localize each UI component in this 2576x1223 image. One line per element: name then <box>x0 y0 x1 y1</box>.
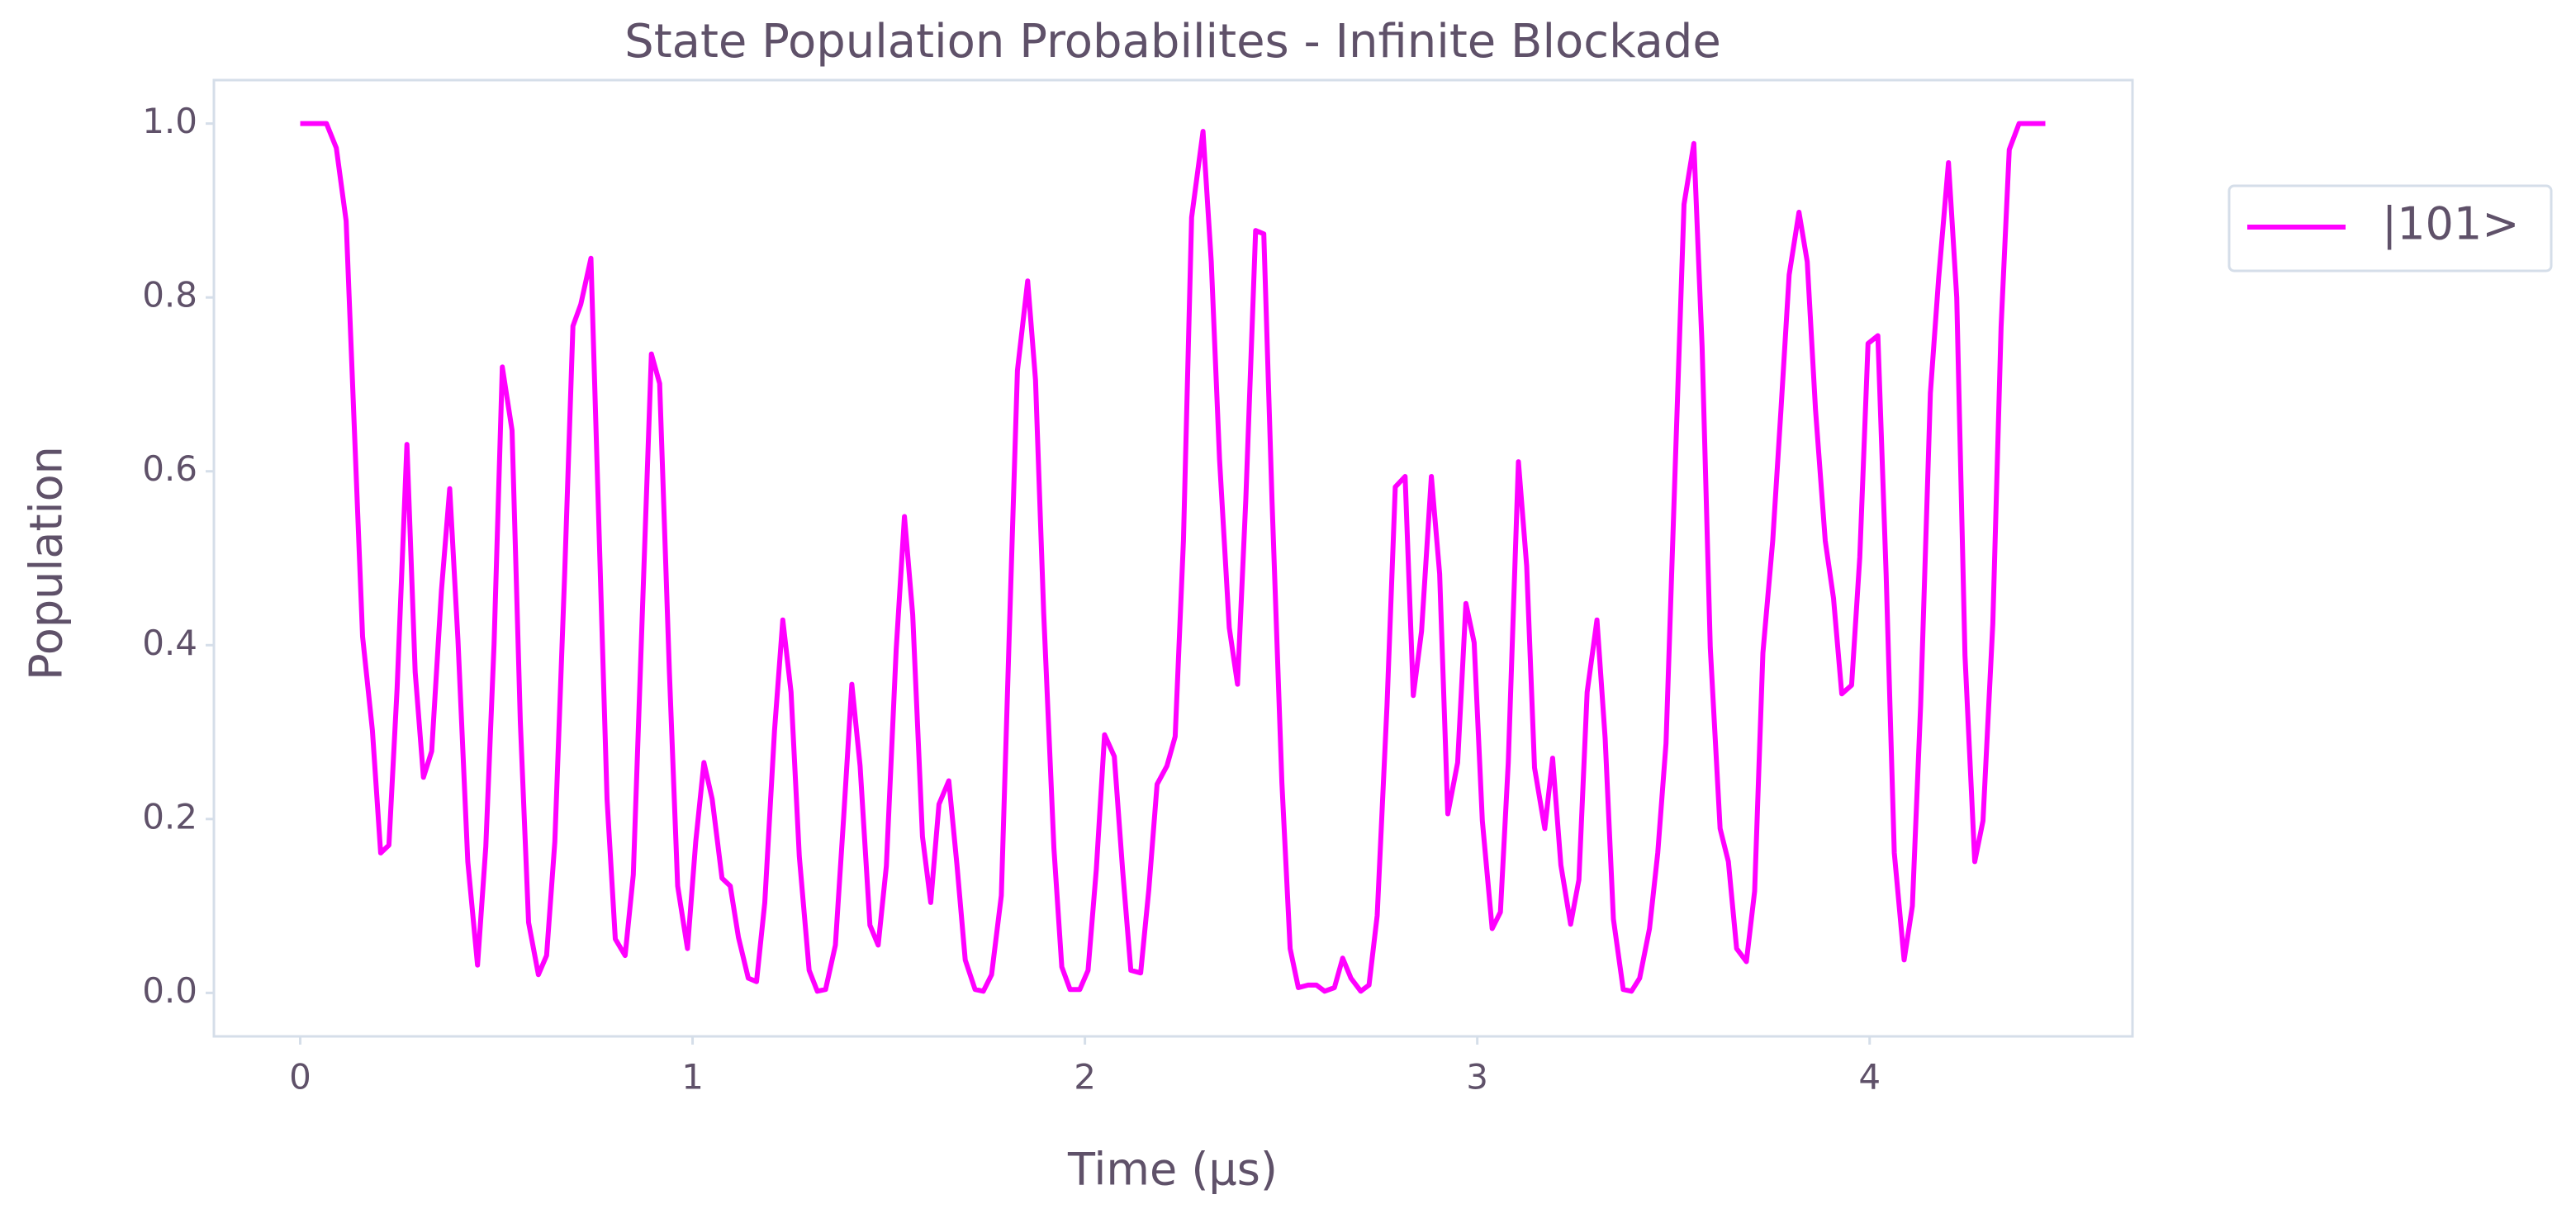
y-tick-label: 0.8 <box>142 275 197 315</box>
plot-frame <box>212 78 2134 1038</box>
y-tick-label: 0.4 <box>142 623 197 663</box>
chart-title: State Population Probabilites - Infinite… <box>624 15 1721 69</box>
x-axis-label: Time (μs) <box>1067 1144 1278 1196</box>
legend-box <box>2227 184 2553 273</box>
y-axis-label: Population <box>21 446 73 680</box>
legend-label: |101> <box>2382 198 2520 250</box>
x-tick-label: 0 <box>289 1057 311 1097</box>
y-tick-label: 1.0 <box>142 101 197 141</box>
y-tick-label: 0.0 <box>142 970 197 1011</box>
data-line <box>300 121 2046 994</box>
y-tick-label: 0.6 <box>142 448 197 489</box>
x-tick-label: 3 <box>1466 1057 1488 1097</box>
x-tick-label: 1 <box>681 1057 704 1097</box>
y-tick-label: 0.2 <box>142 796 197 837</box>
x-tick-label: 2 <box>1074 1057 1096 1097</box>
x-tick-label: 4 <box>1858 1057 1881 1097</box>
